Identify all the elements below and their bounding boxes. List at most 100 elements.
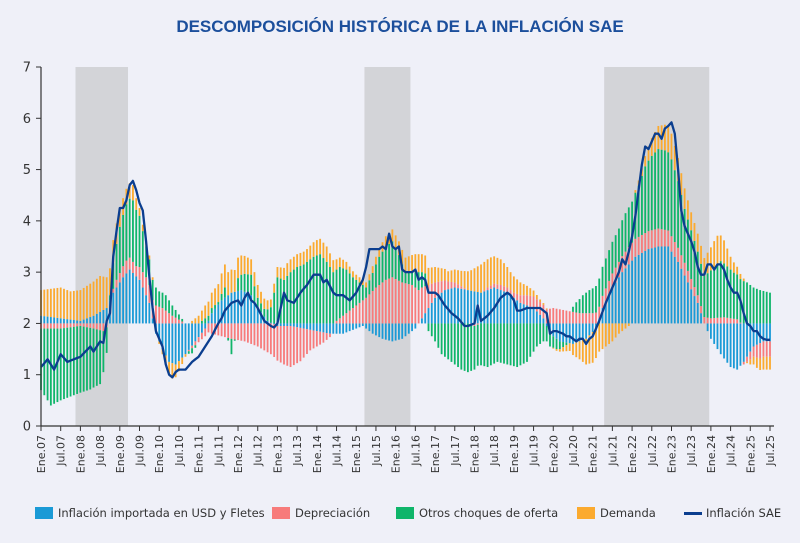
bar-segment	[759, 343, 762, 359]
legend-swatch-demanda	[577, 507, 595, 519]
bar-segment	[493, 287, 496, 324]
bar-segment	[742, 278, 745, 282]
bar-segment	[315, 323, 318, 332]
bar-segment	[480, 323, 482, 366]
bar-segment	[253, 286, 256, 302]
bar-segment	[568, 343, 571, 351]
bar-segment	[361, 279, 364, 285]
bar-segment	[444, 268, 446, 281]
bar-segment	[237, 257, 239, 279]
bar-segment	[79, 323, 82, 326]
bar-segment	[145, 277, 147, 296]
bar-segment	[565, 345, 568, 352]
bar-segment	[135, 198, 138, 210]
bar-segment	[503, 263, 505, 287]
bar-segment	[76, 290, 79, 321]
bar-segment	[496, 284, 499, 289]
bar-segment	[434, 267, 436, 283]
bar-segment	[572, 306, 574, 312]
bar-segment	[312, 330, 315, 349]
bar-segment	[233, 323, 236, 340]
bar-segment	[76, 320, 79, 324]
bar-segment	[762, 356, 765, 370]
bar-segment	[112, 288, 115, 293]
y-tick-label: 5	[23, 163, 31, 178]
bar-segment	[447, 271, 450, 282]
x-tick-label: Ene.08	[74, 435, 87, 473]
bar-segment	[493, 323, 496, 364]
bar-segment	[624, 213, 627, 252]
bar-segment	[660, 149, 663, 230]
bar-segment	[440, 292, 443, 324]
bar-segment	[512, 323, 515, 367]
bar-segment	[519, 323, 522, 366]
bar-segment	[122, 277, 124, 324]
bar-segment	[411, 284, 413, 324]
bar-segment	[716, 317, 719, 324]
bar-segment	[105, 327, 108, 353]
bar-segment	[230, 323, 233, 339]
bar-segment	[637, 254, 640, 324]
bar-segment	[269, 299, 272, 308]
bar-segment	[105, 308, 108, 324]
bar-segment	[440, 323, 443, 355]
bar-segment	[493, 256, 496, 284]
bar-segment	[404, 257, 407, 273]
sae-line-layer	[40, 121, 770, 379]
bar-segment	[581, 340, 584, 362]
bar-segment	[713, 318, 716, 324]
bar-segment	[647, 231, 650, 250]
bar-segment	[132, 200, 134, 262]
bar-segment	[532, 308, 535, 324]
bar-segment	[263, 323, 266, 351]
bar-segment	[466, 323, 469, 373]
bar-segment	[552, 308, 555, 324]
bar-segment	[46, 316, 49, 324]
bar-segment	[562, 347, 565, 352]
bar-segment	[421, 254, 423, 273]
bar-segment	[315, 255, 318, 324]
bar-segment	[450, 288, 453, 324]
bar-segment	[430, 267, 433, 284]
bar-segment	[542, 318, 545, 324]
bar-segment	[49, 317, 52, 324]
bar-segment	[388, 278, 390, 324]
bar-segment	[506, 323, 509, 365]
x-tick-label: Jul.10	[173, 435, 186, 467]
bar-segment	[329, 323, 331, 334]
bar-segment	[210, 292, 213, 309]
bar-segment	[726, 323, 729, 363]
bar-segment	[86, 318, 88, 324]
legend: Inflación importada en USD y Fletes Depr…	[0, 506, 800, 526]
bar-segment	[220, 273, 223, 294]
bar-segment	[473, 323, 476, 326]
x-tick-label: Ene.07	[35, 435, 48, 473]
bar-segment	[516, 300, 519, 324]
bar-segment	[223, 264, 226, 288]
bar-segment	[690, 278, 693, 290]
bar-segment	[598, 306, 601, 319]
bar-segment	[95, 323, 98, 330]
bar-segment	[322, 258, 325, 324]
bar-segment	[260, 312, 262, 324]
bar-segment	[614, 323, 617, 338]
bar-segment	[641, 175, 643, 235]
bar-segment	[519, 282, 522, 296]
bar-segment	[273, 323, 276, 325]
bar-segment	[542, 303, 545, 305]
bar-segment	[352, 308, 354, 324]
bar-segment	[184, 354, 187, 357]
bar-segment	[522, 284, 525, 296]
bar-segment	[171, 315, 174, 324]
bar-segment	[542, 323, 545, 342]
bar-segment	[598, 323, 601, 352]
bar-segment	[466, 290, 469, 324]
bar-segment	[394, 278, 397, 324]
bar-segment	[611, 323, 614, 342]
bar-segment	[558, 309, 561, 324]
bar-segment	[407, 284, 410, 324]
bar-segment	[489, 288, 492, 324]
bar-segment	[43, 289, 46, 317]
bar-segment	[598, 278, 601, 307]
bar-segment	[95, 278, 98, 314]
